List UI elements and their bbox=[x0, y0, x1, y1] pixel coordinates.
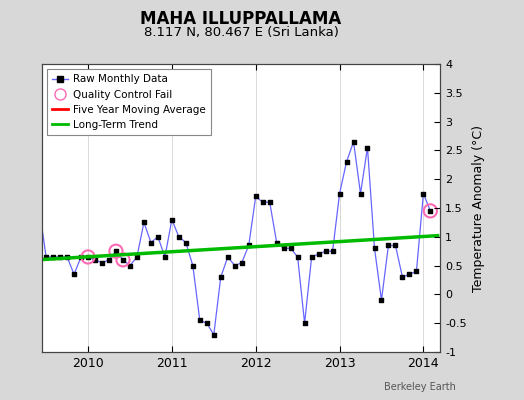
Point bbox=[391, 242, 400, 249]
Point bbox=[140, 219, 148, 226]
Point bbox=[98, 260, 106, 266]
Point bbox=[0, 222, 8, 228]
Point bbox=[112, 248, 120, 254]
Point bbox=[377, 297, 386, 303]
Text: MAHA ILLUPPALLAMA: MAHA ILLUPPALLAMA bbox=[140, 10, 342, 28]
Point bbox=[119, 257, 127, 263]
Point bbox=[314, 251, 323, 257]
Legend: Raw Monthly Data, Quality Control Fail, Five Year Moving Average, Long-Term Tren: Raw Monthly Data, Quality Control Fail, … bbox=[47, 69, 211, 135]
Point bbox=[14, 257, 23, 263]
Point bbox=[412, 268, 421, 274]
Point bbox=[419, 190, 428, 197]
Point bbox=[272, 239, 281, 246]
Point bbox=[245, 242, 253, 249]
Point bbox=[77, 254, 85, 260]
Point bbox=[210, 332, 218, 338]
Point bbox=[300, 320, 309, 326]
Point bbox=[195, 317, 204, 324]
Point bbox=[28, 205, 36, 211]
Point bbox=[63, 254, 71, 260]
Text: 8.117 N, 80.467 E (Sri Lanka): 8.117 N, 80.467 E (Sri Lanka) bbox=[144, 26, 339, 39]
Point bbox=[21, 326, 29, 332]
Point bbox=[321, 248, 330, 254]
Point bbox=[308, 254, 316, 260]
Point bbox=[42, 254, 50, 260]
Point bbox=[189, 262, 197, 269]
Point bbox=[224, 254, 232, 260]
Point bbox=[426, 208, 434, 214]
Point bbox=[398, 274, 407, 280]
Point bbox=[405, 271, 413, 278]
Point bbox=[231, 262, 239, 269]
Point bbox=[70, 271, 78, 278]
Point bbox=[91, 257, 99, 263]
Point bbox=[203, 320, 211, 326]
Point bbox=[182, 239, 190, 246]
Point bbox=[7, 234, 15, 240]
Point bbox=[49, 254, 57, 260]
Point bbox=[56, 254, 64, 260]
Point bbox=[258, 199, 267, 206]
Point bbox=[370, 245, 379, 252]
Point bbox=[329, 248, 337, 254]
Point bbox=[426, 208, 434, 214]
Point bbox=[35, 205, 43, 211]
Point bbox=[126, 262, 134, 269]
Point bbox=[105, 257, 113, 263]
Point bbox=[119, 257, 127, 263]
Point bbox=[293, 254, 302, 260]
Point bbox=[84, 254, 92, 260]
Point bbox=[252, 193, 260, 200]
Point bbox=[112, 248, 120, 254]
Point bbox=[287, 245, 295, 252]
Point bbox=[363, 144, 372, 151]
Point bbox=[154, 234, 162, 240]
Point bbox=[84, 254, 92, 260]
Text: Berkeley Earth: Berkeley Earth bbox=[384, 382, 456, 392]
Point bbox=[279, 245, 288, 252]
Point bbox=[147, 239, 155, 246]
Point bbox=[335, 190, 344, 197]
Point bbox=[21, 326, 29, 332]
Y-axis label: Temperature Anomaly (°C): Temperature Anomaly (°C) bbox=[472, 124, 485, 292]
Point bbox=[266, 199, 274, 206]
Point bbox=[350, 138, 358, 145]
Point bbox=[342, 159, 351, 165]
Point bbox=[384, 242, 392, 249]
Point bbox=[174, 234, 183, 240]
Point bbox=[28, 205, 36, 211]
Point bbox=[216, 274, 225, 280]
Point bbox=[356, 190, 365, 197]
Point bbox=[168, 216, 176, 223]
Point bbox=[161, 254, 169, 260]
Point bbox=[133, 254, 141, 260]
Point bbox=[237, 260, 246, 266]
